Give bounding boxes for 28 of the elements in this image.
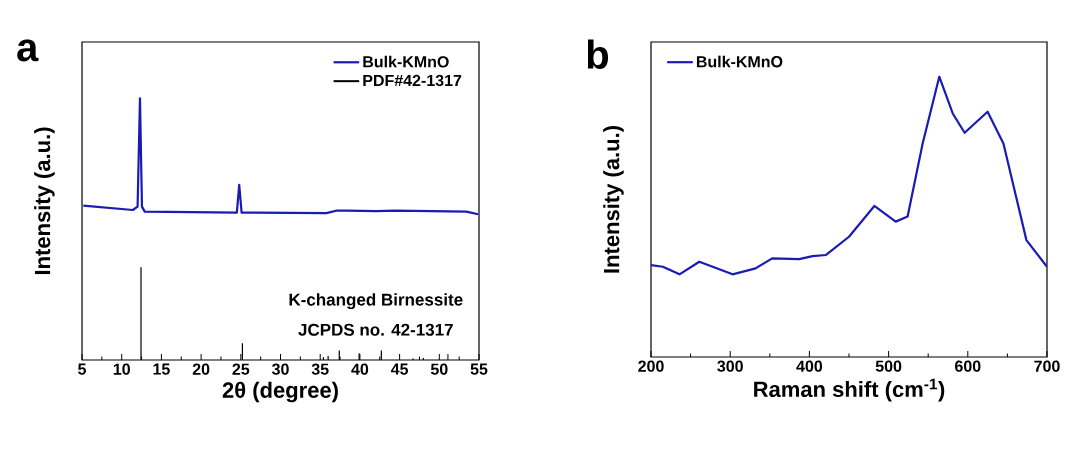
chart-title: a <box>17 39 39 62</box>
x-tick-label: 20 <box>192 363 210 375</box>
x-tick-label: 500 <box>875 360 902 372</box>
legend-label: Bulk-KMnO <box>696 55 783 68</box>
x-tick-label: 5 <box>78 363 87 375</box>
x-tick-label: 35 <box>311 363 329 375</box>
legend-label: Bulk-KMnO <box>363 55 449 68</box>
x-tick-label: 700 <box>1034 360 1060 372</box>
x-tick-label: 55 <box>470 363 488 375</box>
x-tick-label: 25 <box>232 363 250 375</box>
chart-title: b <box>587 39 609 69</box>
x-tick-label: 30 <box>271 363 289 375</box>
x-tick-label: 50 <box>430 363 448 375</box>
x-tick-label: 400 <box>796 360 823 372</box>
y-axis-title: Intensity (a.u.) <box>603 126 624 273</box>
x-tick-label: 300 <box>717 360 743 372</box>
y-axis-title: Intensity (a.u.) <box>34 127 55 275</box>
x-tick-label: 40 <box>351 363 369 375</box>
x-tick-label: 200 <box>638 360 664 372</box>
x-axis-title: Raman shift (cm$^{-1}$) <box>754 378 945 402</box>
x-tick-label: 45 <box>390 363 409 375</box>
x-tick-label: 10 <box>113 363 130 375</box>
legend-label: PDF#42-1317 <box>363 74 462 87</box>
x-tick-label: 15 <box>153 363 170 375</box>
x-tick-label: 600 <box>955 360 981 372</box>
annotation: JCPDS no. 42-1317 <box>298 323 453 336</box>
annotation: K-changed Birnessite <box>289 293 463 310</box>
x-axis-title: 2θ (degree) <box>222 381 338 403</box>
